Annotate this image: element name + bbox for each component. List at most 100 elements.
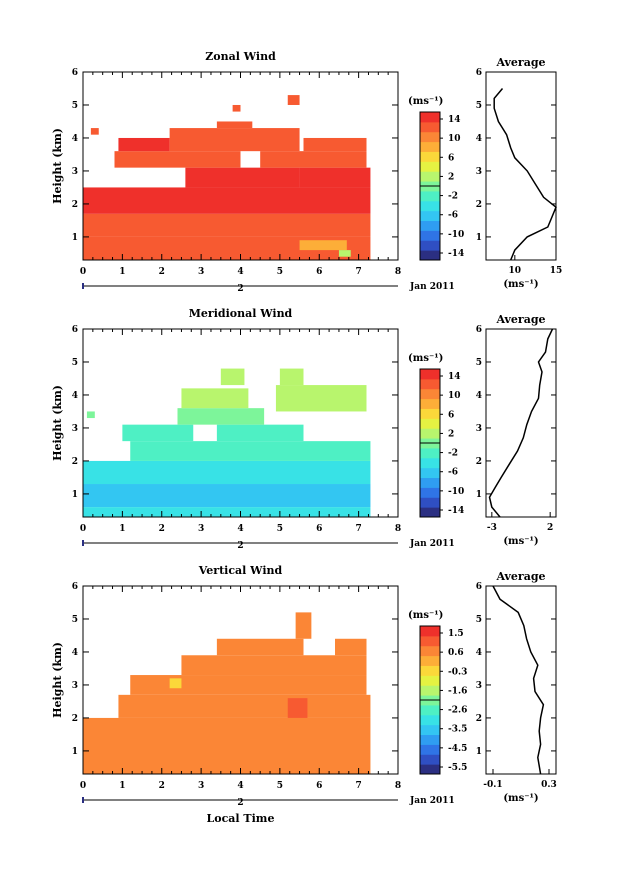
colorbar-tick-label: 10 [448,134,461,144]
date-label: Jan 2011 [409,539,455,549]
date-axis-tick: 2 [237,798,243,808]
x-tick-label: 2 [159,524,165,534]
heat-cell [169,678,182,689]
heat-cell [303,137,367,152]
date-axis-tick: 2 [237,284,243,294]
y-tick-label: 2 [72,457,78,467]
x-tick-label: 4 [237,781,243,791]
colorbar-swatch [420,704,440,716]
heat-cell [118,137,170,152]
heat-cell [83,484,371,508]
heat-cell [83,236,371,260]
colorbar-swatch [420,220,440,231]
average-x-tick-label: -3 [487,523,497,533]
x-tick-label: 1 [119,781,125,791]
heat-cell [295,612,312,639]
average-y-tick-label: 5 [476,358,482,368]
colorbar-tick-label: -10 [448,230,464,240]
colorbar-tick-label: -4.5 [448,744,467,754]
chart-title: Meridional Wind [189,307,293,320]
heat-cell [90,128,99,135]
average-y-tick-label: 4 [476,648,482,658]
colorbar-swatch [420,626,440,637]
colorbar-swatch [420,398,440,409]
average-frame [485,71,557,261]
colorbar-tick-label: 14 [448,115,461,125]
x-tick-label: 4 [237,267,243,277]
heat-cell [83,213,371,237]
colorbar-swatch [420,724,440,736]
y-tick-label: 6 [72,68,78,78]
heat-cell [335,638,367,656]
x-tick-label: 1 [119,524,125,534]
heat-cell [260,151,367,168]
x-tick-label: 2 [159,267,165,277]
y-tick-label: 3 [72,681,78,691]
x-axis-label: Local Time [207,812,275,825]
colorbar-swatch [420,685,440,696]
heat-cell [216,424,304,442]
x-tick-label: 7 [355,267,361,277]
average-y-tick-label: 2 [476,200,482,210]
y-tick-label: 1 [72,490,78,500]
heat-cell [83,717,371,774]
date-label: Jan 2011 [409,282,455,292]
x-tick-label: 2 [159,781,165,791]
heat-cell [216,638,304,656]
colorbar-swatch [420,754,440,765]
colorbar-tick-label: 6 [448,410,454,420]
colorbar-swatch [420,369,440,380]
x-tick-label: 0 [80,781,86,791]
heat-cell [287,95,300,105]
y-tick-label: 5 [72,615,78,625]
average-y-tick-label: 1 [476,747,482,757]
colorbar-swatch [420,250,440,261]
average-y-tick-label: 1 [476,233,482,243]
colorbar-swatch [420,121,440,133]
x-tick-label: 3 [198,267,204,277]
colorbar-swatch [420,635,440,647]
colorbar-swatch [420,487,440,498]
x-tick-label: 8 [395,781,401,791]
x-tick-label: 5 [277,781,283,791]
heat-cell [279,368,304,386]
colorbar-tick-label: -14 [448,249,464,259]
heat-cell [181,388,249,409]
colorbar-swatch [420,112,440,123]
average-y-tick-label: 5 [476,101,482,111]
heat-cell [275,385,367,412]
heat-cell [114,151,241,168]
y-tick-label: 3 [72,424,78,434]
heat-cell [232,104,241,112]
heat-cell [130,441,371,461]
colorbar-tick-label: -6 [448,468,458,478]
average-profile-line [493,88,557,261]
heat-cell [185,167,300,188]
colorbar-swatch [420,388,440,400]
y-tick-label: 4 [72,648,78,658]
average-unit: (ms⁻¹) [503,793,538,804]
colorbar-swatch [420,240,440,251]
date-axis-tick: 2 [237,541,243,551]
x-tick-label: 8 [395,524,401,534]
average-y-tick-label: 1 [476,490,482,500]
average-unit: (ms⁻¹) [503,536,538,547]
colorbar-swatch [420,645,440,657]
colorbar-swatch [420,457,440,469]
heat-cell [86,411,95,419]
y-axis-label: Height (km) [51,642,64,718]
average-x-tick-label: 0.3 [541,780,557,790]
colorbar-tick-label: -2.6 [448,706,467,716]
colorbar-swatch [420,131,440,143]
colorbar-swatch [420,378,440,390]
average-profile-line [488,328,554,518]
colorbar-tick-label: 6 [448,153,454,163]
y-tick-label: 3 [72,167,78,177]
colorbar-tick-label: 0.6 [448,648,464,658]
colorbar-swatch [420,428,440,439]
y-tick-label: 1 [72,747,78,757]
average-y-tick-label: 4 [476,391,482,401]
colorbar-swatch [420,734,440,745]
heat-cell [118,694,371,718]
colorbar-swatch [420,714,440,726]
